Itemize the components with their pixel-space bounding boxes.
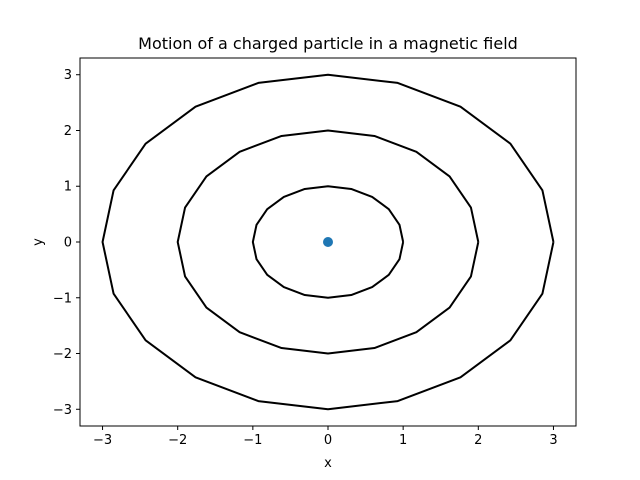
orbit-line-2 — [176, 129, 480, 355]
y-axis-ticks: −3 −2 −1 0 1 2 3 — [53, 68, 80, 418]
chart-title: Motion of a charged particle in a magnet… — [138, 34, 518, 53]
x-tick-label: 1 — [399, 433, 407, 448]
axes-frame — [79, 57, 577, 427]
y-tick-label: 2 — [64, 124, 72, 139]
y-tick-label: 0 — [64, 236, 72, 251]
plot-area — [101, 73, 555, 411]
x-tick-label: −1 — [243, 433, 262, 448]
orbit-line-1 — [251, 185, 405, 299]
x-axis-label: x — [324, 456, 332, 471]
x-axis-ticks: −3 −2 −1 0 1 2 3 — [93, 426, 558, 448]
y-tick-label: −1 — [53, 291, 72, 306]
orbit-line-3 — [101, 73, 555, 411]
x-tick-label: 3 — [549, 433, 557, 448]
particle-point — [323, 237, 333, 247]
x-tick-label: 2 — [474, 433, 482, 448]
y-axis-label: y — [31, 238, 46, 246]
x-tick-label: 0 — [324, 433, 332, 448]
y-tick-label: 3 — [64, 68, 72, 83]
x-tick-label: −3 — [93, 433, 112, 448]
y-tick-label: −2 — [53, 347, 72, 362]
y-tick-label: 1 — [64, 180, 72, 195]
x-tick-label: −2 — [168, 433, 187, 448]
y-tick-label: −3 — [53, 403, 72, 418]
